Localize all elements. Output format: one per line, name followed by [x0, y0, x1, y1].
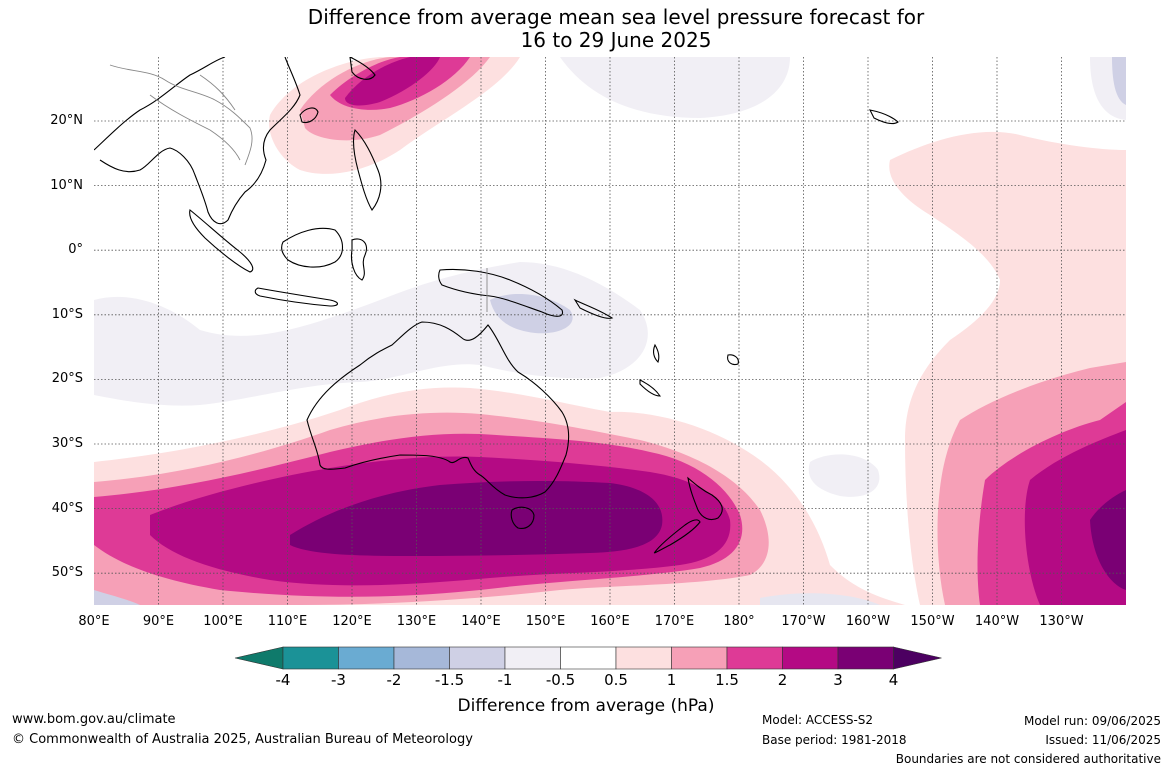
- hawaii-coastline: [869, 109, 899, 125]
- colorbar-tick-label: -3: [331, 671, 346, 689]
- footer-base-period: Base period: 1981-2018: [762, 733, 907, 747]
- footer-issued: Issued: 11/06/2025: [1045, 733, 1161, 747]
- colorbar-segment: [393, 646, 450, 670]
- map-title-line1: Difference from average mean sea level p…: [307, 5, 925, 29]
- mainland-asia-coastline: [94, 57, 301, 225]
- anomaly-north-core: [345, 57, 440, 106]
- latitude-label: 10°N: [50, 177, 83, 193]
- anomaly-png-negative: [490, 294, 573, 334]
- longitude-label: 180°: [723, 614, 755, 629]
- colorbar-extend-low: [234, 646, 284, 670]
- new-zealand-north: [687, 476, 723, 521]
- longitude-label: 160°E: [590, 614, 630, 629]
- longitude-label: 170°W: [781, 614, 826, 629]
- longitude-label: 100°E: [203, 614, 243, 629]
- colorbar-segment: [671, 646, 728, 670]
- colorbar-tick-label: -2: [386, 671, 402, 689]
- footer-copyright: © Commonwealth of Australia 2025, Austra…: [12, 732, 473, 747]
- vanuatu-coastline: [653, 343, 660, 364]
- footer-website: www.bom.gov.au/climate: [12, 712, 176, 727]
- borneo-coastline: [281, 227, 344, 268]
- anomaly-east-core: [1090, 490, 1126, 590]
- colorbar-tick-label: 1.5: [715, 671, 739, 689]
- anomaly-ne-negative: [1112, 57, 1126, 105]
- sulawesi-coastline: [350, 238, 368, 281]
- anomaly-s-negative: [760, 593, 880, 605]
- footer-model-run: Model run: 09/06/2025: [1023, 714, 1161, 728]
- sumatra-coastline: [189, 209, 254, 273]
- colorbar-segment: [615, 646, 672, 670]
- longitude-label: 140°E: [461, 614, 501, 629]
- colorbar-tick-label: 1: [666, 671, 677, 689]
- anomaly-sw-negative: [94, 590, 140, 605]
- latitude-label: 20°N: [50, 113, 83, 128]
- colorbar-segment: [726, 646, 783, 670]
- colorbar-tick-label: 3: [833, 671, 843, 689]
- gridlines: [94, 57, 1126, 605]
- australia-coastline: [306, 321, 570, 499]
- new-caledonia-coastline: [639, 379, 662, 397]
- footer-disclaimer: Boundaries are not considered authoritat…: [895, 752, 1161, 766]
- latitude-label: 10°S: [51, 306, 83, 322]
- latitude-label: 40°S: [51, 500, 83, 516]
- colorbar-extend-high: [893, 646, 942, 670]
- longitude-label: 130°E: [396, 614, 437, 629]
- longitude-label: 130°W: [1039, 614, 1084, 629]
- new-zealand-south: [653, 519, 701, 554]
- colorbar-segment: [282, 646, 339, 670]
- latitude-label: 20°S: [51, 371, 83, 387]
- footer-model: Model: ACCESS-S2: [762, 713, 874, 727]
- longitude-label: 150°E: [525, 614, 566, 629]
- colorbar-tick-label: -1.5: [434, 671, 465, 689]
- colorbar-tick-label: -4: [275, 671, 291, 689]
- philippines-coastline: [353, 128, 382, 211]
- coastlines: [94, 57, 899, 554]
- colorbar-segment: [560, 646, 617, 670]
- longitude-label: 150°W: [910, 614, 955, 629]
- new-guinea-coastline: [438, 268, 564, 317]
- country-boundary: [109, 64, 253, 166]
- longitude-label: 140°W: [974, 614, 1020, 629]
- anomaly-field: [94, 57, 1126, 605]
- longitude-label: 120°E: [332, 614, 372, 629]
- colorbar-tick-label: 0.5: [604, 671, 628, 689]
- colorbar-tick-label: 2: [777, 671, 788, 689]
- solomons-coastline: [573, 298, 614, 319]
- map-title-line2: 16 to 29 June 2025: [520, 28, 712, 52]
- latitude-label: 50°S: [51, 565, 83, 581]
- longitude-label: 160°W: [845, 614, 891, 629]
- colorbar-segment: [449, 646, 506, 670]
- fiji-coastline: [727, 354, 739, 366]
- latitude-label: 30°S: [51, 436, 83, 451]
- japan-taiwan-coastline: [299, 57, 376, 124]
- anomaly-sp-lavender: [808, 454, 880, 497]
- colorbar-title: Difference from average (hPa): [457, 696, 715, 716]
- longitude-label: 110°E: [267, 614, 308, 629]
- colorbar-segment: [504, 646, 561, 670]
- colorbar: [234, 646, 942, 670]
- latitude-label: 0°: [68, 242, 83, 258]
- colorbar-tick-label: 4: [888, 671, 899, 689]
- java-coastline: [254, 287, 339, 307]
- longitude-label: 170°E: [654, 614, 695, 629]
- anomaly-south-core: [290, 480, 663, 556]
- colorbar-segment: [837, 646, 894, 670]
- longitude-label: 90°E: [142, 614, 175, 629]
- longitude-label: 80°E: [78, 614, 110, 629]
- tasmania-coastline: [510, 506, 535, 529]
- anomaly-np-lavender: [560, 57, 790, 118]
- colorbar-tick-label: -1: [497, 671, 513, 689]
- colorbar-segment: [782, 646, 839, 670]
- colorbar-tick-label: -0.5: [545, 671, 576, 689]
- country-boundaries: [109, 64, 488, 312]
- colorbar-segment: [338, 646, 395, 670]
